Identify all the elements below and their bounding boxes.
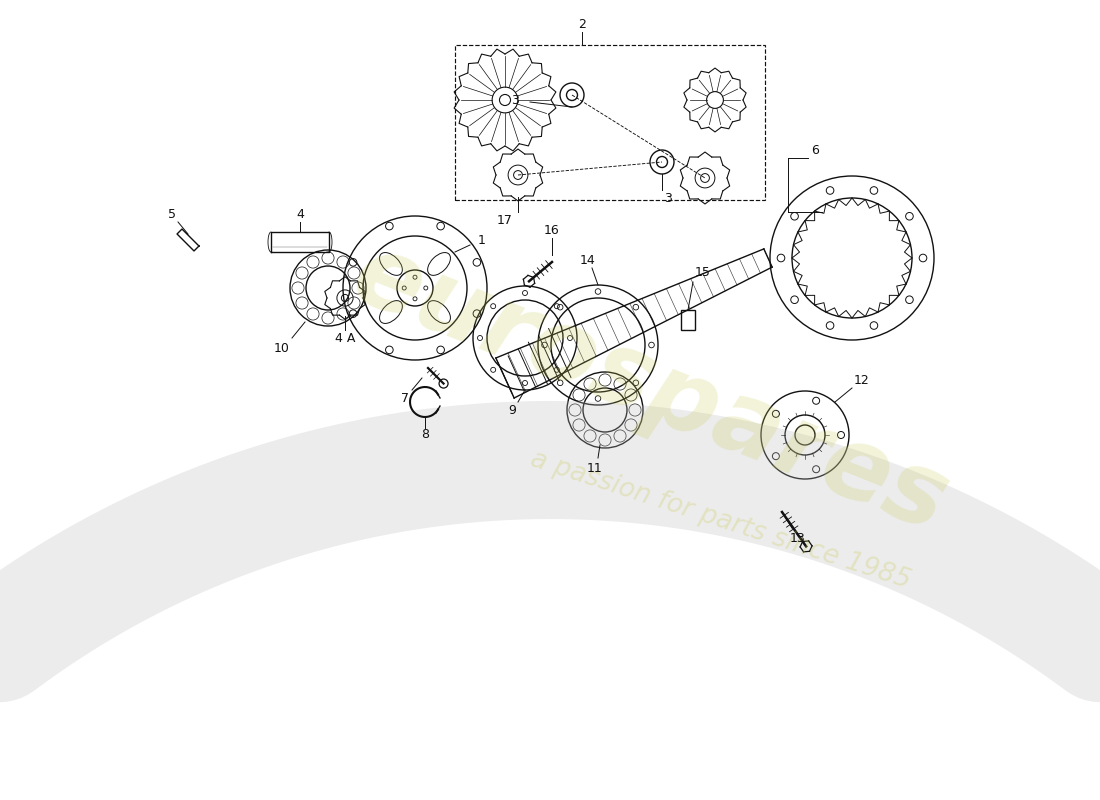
Text: 8: 8 (421, 429, 429, 442)
Text: 5: 5 (168, 209, 176, 222)
Text: 14: 14 (580, 254, 596, 266)
Bar (455, 45, 764, 200)
Text: 2: 2 (579, 18, 586, 31)
Text: 7: 7 (402, 391, 409, 405)
Text: 15: 15 (695, 266, 711, 278)
Text: eurospares: eurospares (339, 226, 961, 554)
Text: 17: 17 (497, 214, 513, 226)
Text: 4: 4 (296, 207, 304, 221)
Text: 4 A: 4 A (334, 331, 355, 345)
Text: 16: 16 (544, 223, 560, 237)
Text: 11: 11 (587, 462, 603, 474)
Text: 13: 13 (790, 531, 806, 545)
Text: 3: 3 (664, 191, 672, 205)
Text: 6: 6 (811, 143, 818, 157)
Text: 1: 1 (478, 234, 486, 246)
Text: 9: 9 (508, 403, 516, 417)
Bar (681, 310, 695, 330)
Text: 10: 10 (274, 342, 290, 354)
Text: a passion for parts since 1985: a passion for parts since 1985 (527, 446, 913, 594)
Text: 3: 3 (512, 94, 519, 106)
Text: 12: 12 (854, 374, 870, 386)
